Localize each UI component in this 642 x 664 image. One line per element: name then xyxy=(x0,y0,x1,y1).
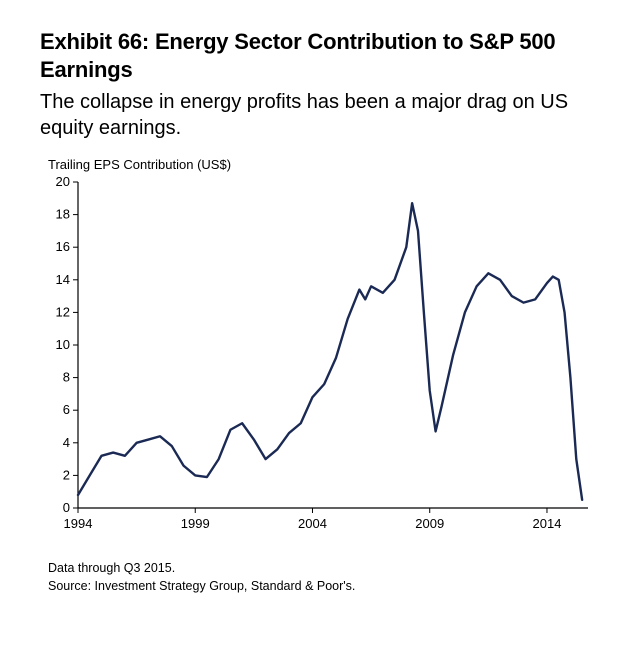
x-tick-label: 2004 xyxy=(298,516,327,531)
series-line xyxy=(78,203,582,500)
x-tick-label: 2009 xyxy=(415,516,444,531)
footnote-block: Data through Q3 2015. Source: Investment… xyxy=(48,560,612,595)
exhibit-title: Exhibit 66: Energy Sector Contribution t… xyxy=(40,28,612,83)
y-tick-label: 8 xyxy=(63,370,70,385)
y-tick-label: 14 xyxy=(56,272,70,287)
chart-svg: 0 2 4 6 8 10 12 14 16 18 20 1994 1999 2004 2009 2014 xyxy=(40,176,600,536)
line-chart: 0 2 4 6 8 10 12 14 16 18 20 1994 1999 2004 2009 2014 xyxy=(40,176,600,536)
y-tick-label: 12 xyxy=(56,304,70,319)
footnote-line-2: Source: Investment Strategy Group, Stand… xyxy=(48,578,612,596)
y-tick-label: 18 xyxy=(56,207,70,222)
y-tick-label: 20 xyxy=(56,176,70,189)
y-tick-label: 16 xyxy=(56,239,70,254)
exhibit-subtitle: The collapse in energy profits has been … xyxy=(40,89,612,141)
y-tick-label: 0 xyxy=(63,500,70,515)
y-tick-label: 4 xyxy=(63,435,70,450)
y-tick-label: 6 xyxy=(63,402,70,417)
y-tick-label: 2 xyxy=(63,467,70,482)
y-axis-title: Trailing EPS Contribution (US$) xyxy=(48,157,612,172)
footnote-line-1: Data through Q3 2015. xyxy=(48,560,612,578)
x-tick-label: 1999 xyxy=(181,516,210,531)
x-tick-label: 2014 xyxy=(533,516,562,531)
x-tick-label: 1994 xyxy=(64,516,93,531)
y-tick-label: 10 xyxy=(56,337,70,352)
exhibit-panel: Exhibit 66: Energy Sector Contribution t… xyxy=(0,0,642,664)
